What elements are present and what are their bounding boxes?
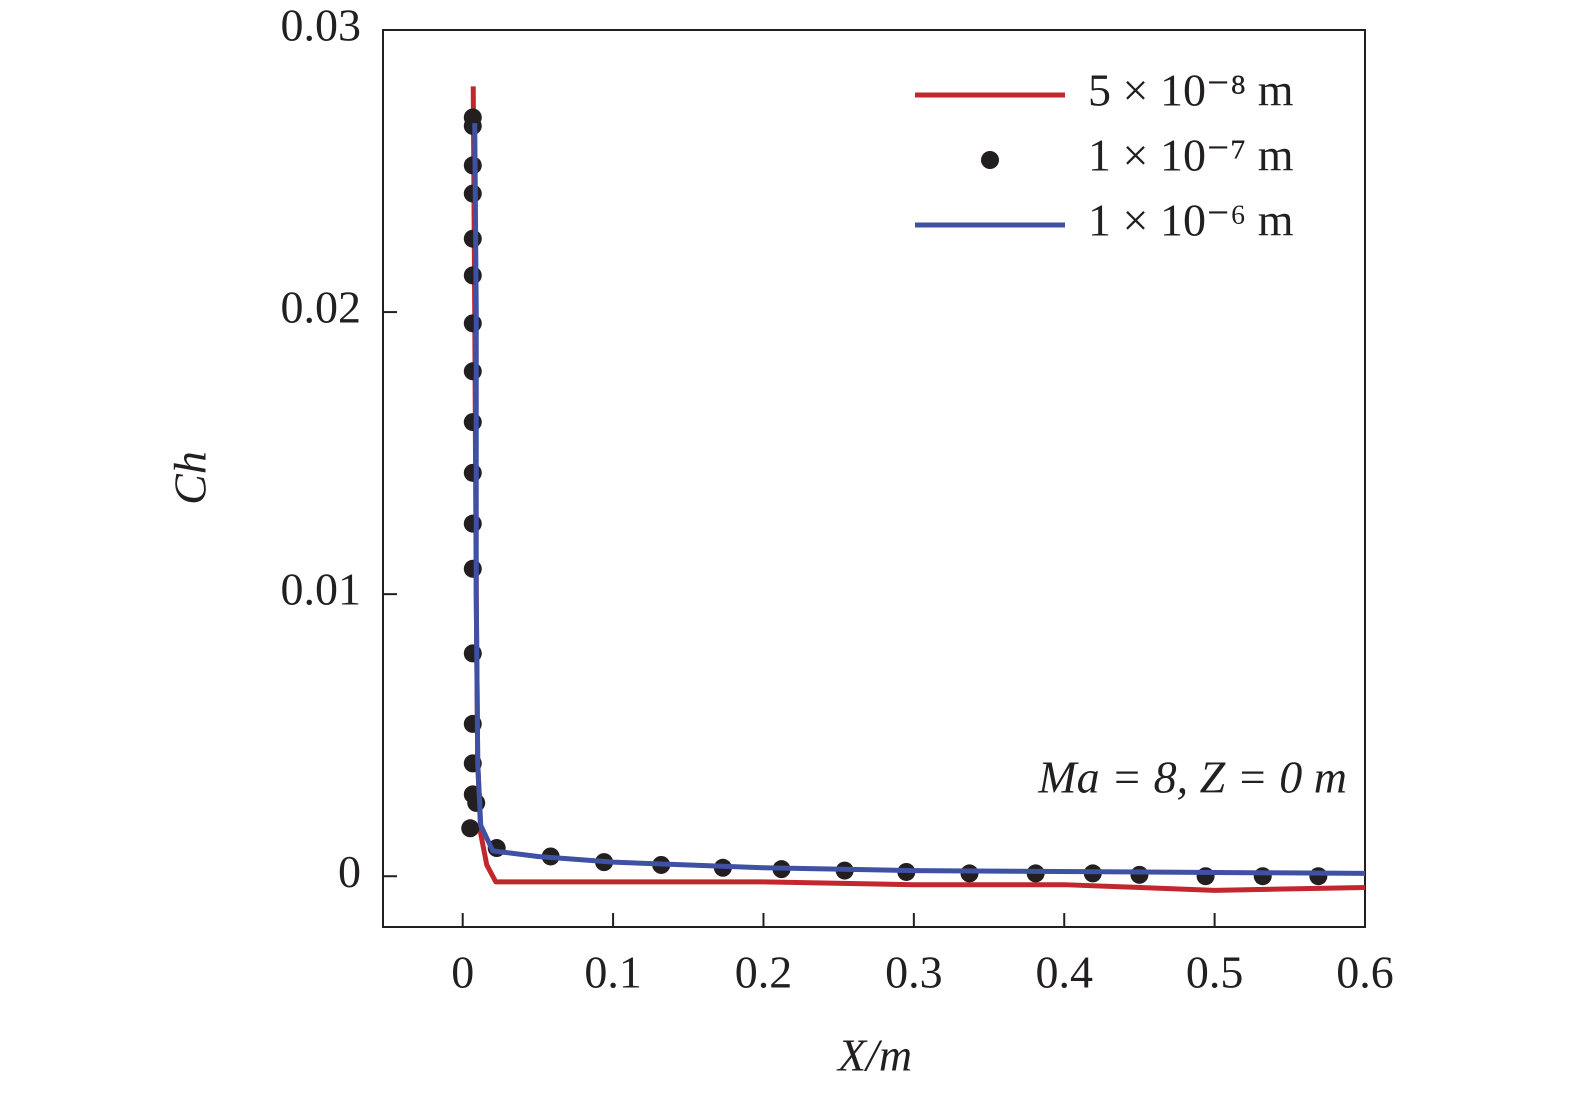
y-tick-label: 0.03 xyxy=(281,0,362,51)
x-tick-label: 0.3 xyxy=(885,947,943,998)
y-axis-label: Ch xyxy=(165,451,216,505)
data-point xyxy=(461,819,480,838)
y-tick-label: 0.02 xyxy=(281,282,362,333)
data-point xyxy=(1309,867,1328,886)
data-point xyxy=(463,514,482,533)
data-point xyxy=(1130,865,1149,884)
data-point xyxy=(463,413,482,432)
plot-frame xyxy=(382,29,1366,928)
y-tick-label: 0 xyxy=(338,846,361,897)
legend-label: 5 × 10⁻⁸ m xyxy=(1088,65,1294,116)
data-point xyxy=(463,314,482,333)
x-axis-label: X/m xyxy=(836,1030,912,1081)
data-point xyxy=(1253,867,1272,886)
data-point xyxy=(463,559,482,578)
x-tick-label: 0 xyxy=(451,947,474,998)
legend-label: 1 × 10⁻⁷ m xyxy=(1088,130,1294,181)
data-point xyxy=(463,463,482,482)
x-tick-label: 0.2 xyxy=(735,947,793,998)
legend-label: 1 × 10⁻⁶ m xyxy=(1088,195,1294,246)
legend-marker xyxy=(981,151,999,169)
data-point xyxy=(463,229,482,248)
x-tick-label: 0.4 xyxy=(1035,947,1093,998)
x-tick-label: 0.1 xyxy=(584,947,642,998)
data-point xyxy=(467,793,486,812)
data-line xyxy=(472,123,1366,876)
annotation: Ma = 8, Z = 0 m xyxy=(1037,752,1347,803)
data-point xyxy=(463,266,482,285)
x-tick-label: 0.5 xyxy=(1186,947,1244,998)
x-tick-label: 0.6 xyxy=(1336,947,1394,998)
y-tick-label: 0.01 xyxy=(281,564,362,615)
data-point xyxy=(463,362,482,381)
